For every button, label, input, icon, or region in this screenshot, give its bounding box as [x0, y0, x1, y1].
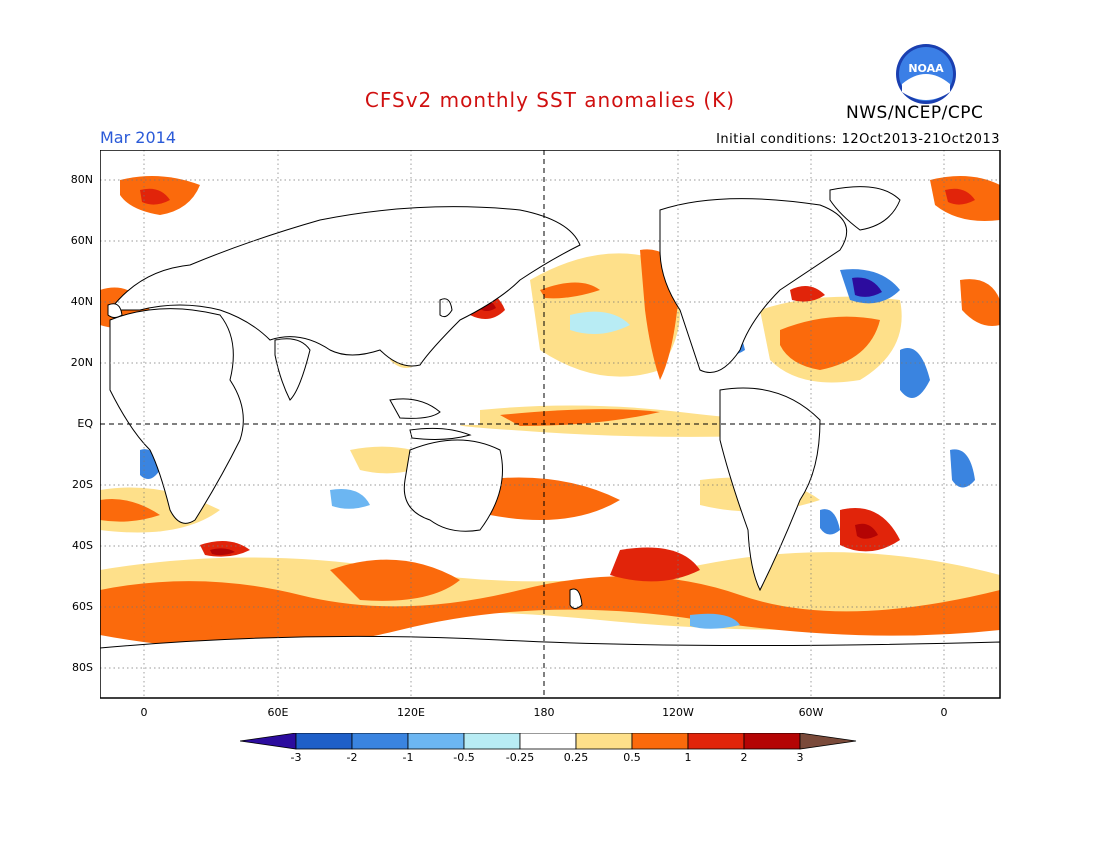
lon-label: 120W [662, 706, 694, 719]
colorbar-label: -3 [290, 751, 302, 764]
colorbar-label: -2 [346, 751, 358, 764]
colorbar-label: 3 [796, 751, 804, 764]
colorbar-label: -0.5 [453, 751, 475, 764]
initial-conditions: Initial conditions: 12Oct2013-21Oct2013 [716, 132, 1000, 147]
colorbar-swatch [351, 733, 409, 750]
noaa-logo: NOAA [896, 44, 956, 104]
lon-label: 60W [798, 706, 824, 719]
colorbar-label: -1 [402, 751, 414, 764]
colorbar [240, 733, 857, 750]
colorbar-arrow-low [240, 733, 297, 750]
lon-label: 0 [940, 706, 948, 719]
forecast-month: Mar 2014 [100, 128, 176, 147]
map-title: CFSv2 monthly SST anomalies (K) [364, 88, 736, 112]
sst-anomaly-map [100, 150, 1001, 699]
lat-label: 80N [70, 173, 93, 186]
colorbar-arrow-high [799, 733, 857, 750]
agency-label: NWS/NCEP/CPC [846, 103, 984, 123]
colorbar-label: 0.25 [563, 751, 589, 764]
colorbar-swatch [519, 733, 577, 750]
colorbar-swatch [407, 733, 465, 750]
lat-label: 40S [72, 539, 93, 552]
lat-label: 20N [70, 356, 93, 369]
lat-label: 40N [70, 295, 93, 308]
lon-label: 0 [140, 706, 148, 719]
colorbar-swatch [463, 733, 521, 750]
colorbar-swatch [295, 733, 353, 750]
lon-label: 120E [397, 706, 425, 719]
colorbar-label: 2 [740, 751, 748, 764]
colorbar-label: -0.25 [505, 751, 535, 764]
colorbar-label: 0.5 [623, 751, 641, 764]
logo-text: NOAA [908, 62, 944, 75]
lon-label: 180 [533, 706, 555, 719]
colorbar-swatch [743, 733, 801, 750]
lat-label: EQ [77, 417, 93, 430]
lat-label: 60N [70, 234, 93, 247]
colorbar-swatch [575, 733, 633, 750]
colorbar-label: 1 [684, 751, 692, 764]
colorbar-swatch [687, 733, 745, 750]
lat-label: 80S [72, 661, 93, 674]
lat-label: 60S [72, 600, 93, 613]
colorbar-swatch [631, 733, 689, 750]
lon-label: 60E [267, 706, 289, 719]
lat-label: 20S [72, 478, 93, 491]
